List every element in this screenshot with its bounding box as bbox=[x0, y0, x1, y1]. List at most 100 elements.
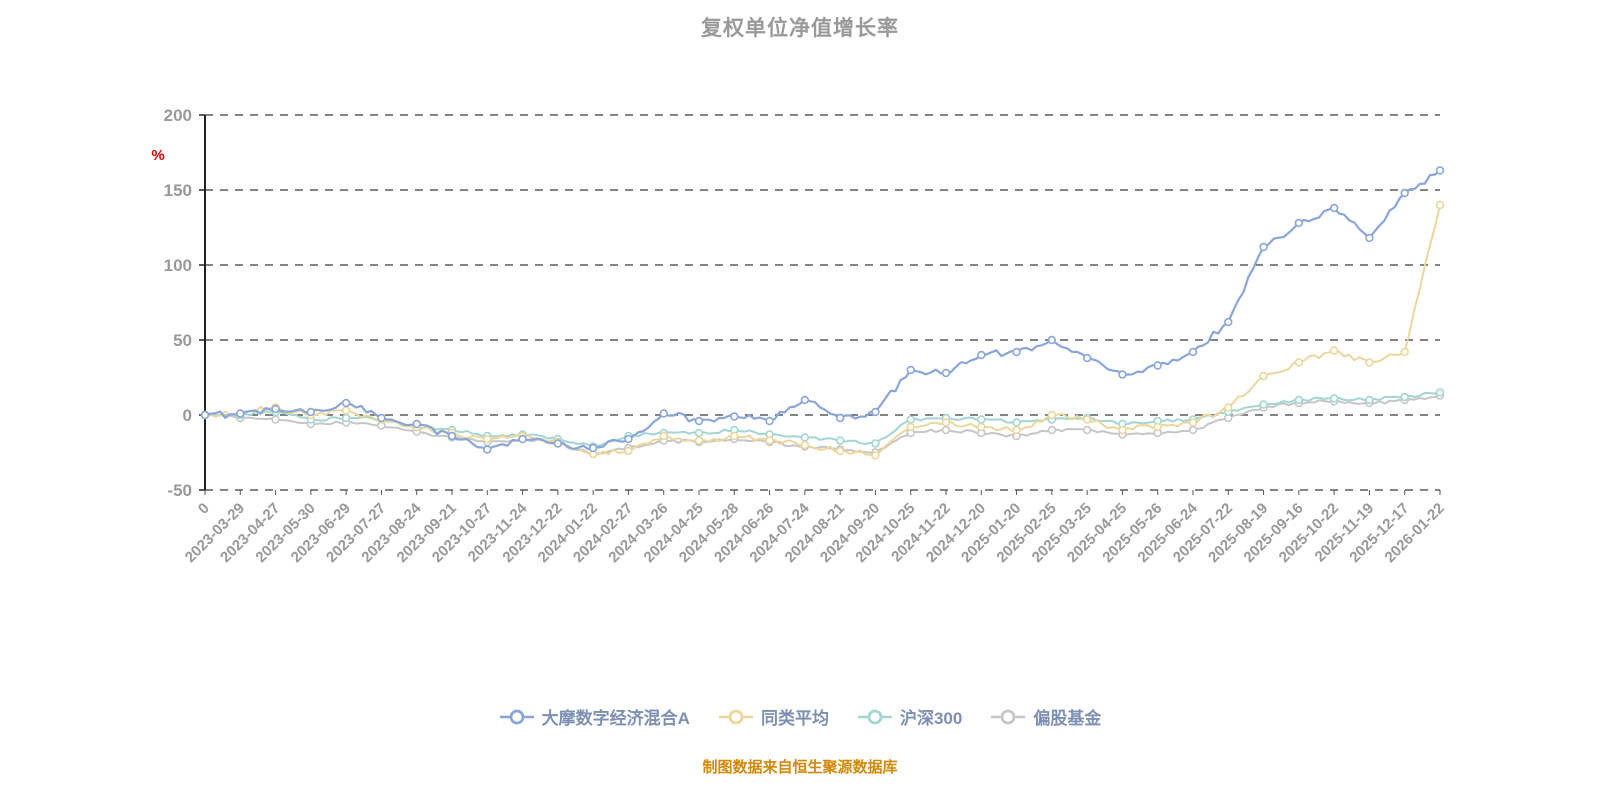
svg-text:100: 100 bbox=[164, 256, 192, 275]
data-point-marker bbox=[588, 443, 598, 453]
data-point-marker bbox=[1082, 415, 1092, 424]
data-point-marker bbox=[483, 434, 492, 444]
data-point-marker bbox=[1188, 418, 1198, 427]
data-point-marker bbox=[624, 434, 633, 444]
data-point-marker bbox=[1365, 395, 1374, 405]
data-point-marker bbox=[1435, 166, 1445, 175]
data-point-marker bbox=[341, 413, 351, 423]
data-point-marker bbox=[1047, 410, 1057, 420]
data-point-marker bbox=[447, 431, 457, 441]
svg-text:200: 200 bbox=[164, 106, 192, 125]
data-point-marker bbox=[659, 409, 668, 418]
data-point-marker bbox=[271, 404, 280, 414]
data-point-marker bbox=[1329, 203, 1339, 213]
data-point-marker bbox=[271, 415, 280, 424]
data-point-marker bbox=[1047, 335, 1057, 345]
data-point-marker bbox=[1047, 425, 1057, 435]
data-point-marker bbox=[835, 413, 845, 423]
data-point-marker bbox=[341, 398, 351, 408]
data-point-marker bbox=[906, 415, 915, 424]
series-line bbox=[204, 169, 1441, 451]
data-point-marker bbox=[553, 439, 563, 448]
data-point-marker bbox=[236, 409, 245, 418]
data-point-marker bbox=[906, 365, 915, 375]
data-point-marker bbox=[1294, 395, 1304, 405]
data-point-marker bbox=[1259, 371, 1268, 381]
series-line bbox=[204, 394, 1441, 455]
series-line bbox=[204, 204, 1441, 457]
legend-marker-icon bbox=[718, 709, 753, 724]
data-point-marker bbox=[518, 434, 527, 444]
data-point-marker bbox=[1153, 422, 1162, 432]
svg-text:-50: -50 bbox=[167, 481, 192, 500]
data-point-marker bbox=[906, 422, 915, 432]
x-axis-labels: 02023-03-292023-04-272023-05-302023-06-2… bbox=[182, 490, 1448, 566]
data-point-marker bbox=[871, 407, 880, 417]
data-point-marker bbox=[800, 395, 810, 405]
data-point-marker bbox=[1435, 388, 1445, 397]
data-point-marker bbox=[694, 436, 704, 445]
data-point-marker bbox=[1259, 242, 1268, 252]
svg-text:50: 50 bbox=[173, 331, 192, 350]
data-point-marker bbox=[730, 431, 739, 441]
data-point-marker bbox=[977, 415, 986, 424]
data-point-marker bbox=[1224, 317, 1233, 327]
data-point-marker bbox=[1118, 370, 1127, 379]
data-point-marker bbox=[835, 436, 845, 445]
data-point-marker bbox=[1365, 358, 1374, 367]
data-point-marker bbox=[1082, 425, 1092, 435]
series-0 bbox=[200, 166, 1445, 454]
data-point-marker bbox=[800, 440, 810, 450]
data-point-marker bbox=[1435, 200, 1445, 210]
data-point-marker bbox=[1365, 233, 1374, 243]
svg-text:0: 0 bbox=[195, 500, 213, 518]
data-point-marker bbox=[941, 368, 951, 378]
legend-item-2[interactable]: 沪深300 bbox=[857, 704, 962, 729]
data-source-note: 制图数据来自恒生聚源数据库 bbox=[702, 759, 898, 776]
data-point-marker bbox=[730, 412, 739, 421]
data-point-marker bbox=[1012, 347, 1021, 357]
legend-label: 沪深300 bbox=[899, 709, 963, 728]
data-point-marker bbox=[1224, 403, 1233, 412]
line-chart: 200150100500-50%02023-03-292023-04-27202… bbox=[151, 106, 1448, 566]
data-point-marker bbox=[1188, 347, 1198, 357]
data-point-marker bbox=[377, 413, 386, 423]
data-point-marker bbox=[1259, 400, 1268, 409]
y-axis-labels: 200 150 100 50 0 -50 bbox=[164, 106, 192, 500]
legend-item-1[interactable]: 同类平均 bbox=[718, 704, 829, 729]
data-point-marker bbox=[835, 446, 845, 456]
series-3 bbox=[200, 391, 1445, 459]
data-point-marker bbox=[1400, 347, 1409, 357]
data-point-marker bbox=[483, 445, 492, 454]
data-point-marker bbox=[1188, 425, 1198, 435]
data-point-marker bbox=[871, 451, 880, 460]
svg-text:0: 0 bbox=[183, 406, 192, 425]
data-point-marker bbox=[1012, 418, 1021, 427]
data-point-marker bbox=[412, 419, 421, 429]
svg-text:150: 150 bbox=[164, 181, 192, 200]
data-point-marker bbox=[1329, 394, 1339, 403]
data-point-marker bbox=[765, 416, 774, 426]
data-point-marker bbox=[977, 350, 986, 360]
data-point-marker bbox=[977, 422, 986, 432]
data-point-marker bbox=[624, 446, 633, 456]
gridlines bbox=[199, 114, 1440, 491]
legend-marker-icon bbox=[857, 709, 892, 724]
legend-label: 同类平均 bbox=[760, 709, 829, 728]
data-point-marker bbox=[1329, 346, 1339, 355]
data-point-marker bbox=[1294, 358, 1304, 367]
legend-item-3[interactable]: 偏股基金 bbox=[990, 704, 1101, 729]
data-point-marker bbox=[1294, 218, 1304, 228]
data-point-marker bbox=[694, 416, 704, 426]
data-point-marker bbox=[200, 410, 210, 420]
data-point-marker bbox=[341, 406, 351, 415]
y-axis-unit-label: % bbox=[151, 147, 164, 164]
legend-item-0[interactable]: 大摩数字经济混合A bbox=[499, 704, 690, 729]
legend-label: 大摩数字经济混合A bbox=[541, 709, 690, 728]
data-point-marker bbox=[1153, 361, 1162, 370]
data-point-marker bbox=[1400, 188, 1409, 198]
legend-label: 偏股基金 bbox=[1033, 709, 1102, 728]
data-point-marker bbox=[1012, 425, 1021, 435]
legend-marker-icon bbox=[991, 709, 1026, 724]
